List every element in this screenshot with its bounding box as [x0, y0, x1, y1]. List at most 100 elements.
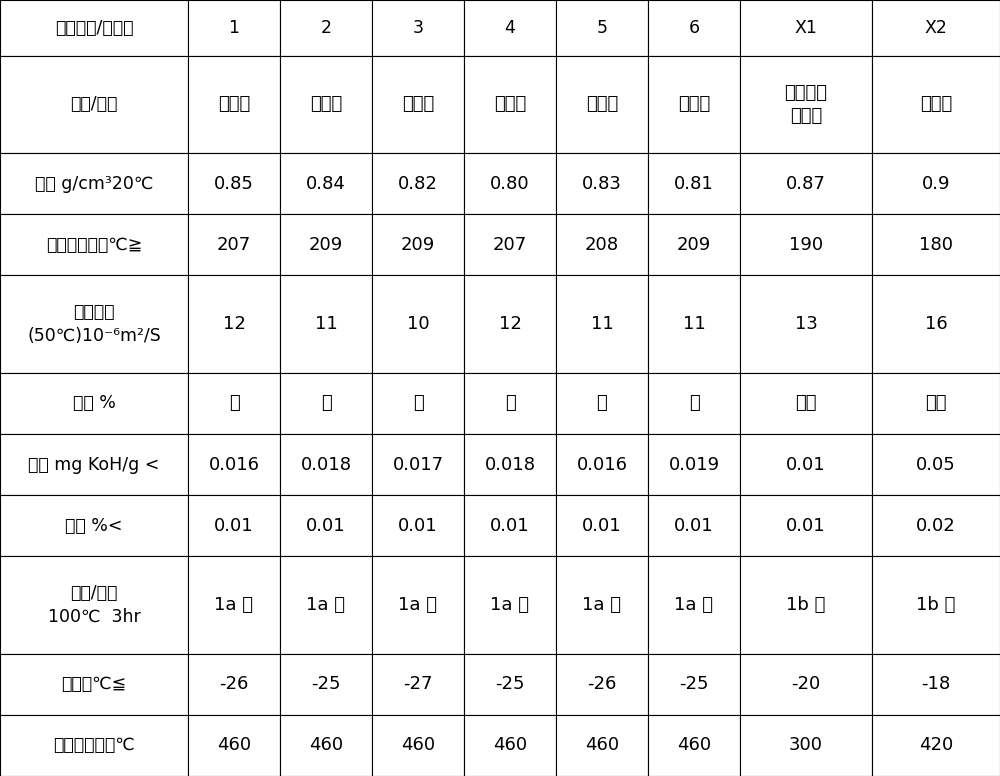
Text: 0.83: 0.83	[582, 175, 622, 192]
Text: -27: -27	[403, 675, 433, 693]
Bar	[556, 0, 648, 56]
Text: 207: 207	[217, 236, 251, 254]
Bar	[280, 214, 372, 275]
Bar	[280, 653, 372, 715]
Text: -20: -20	[791, 675, 821, 693]
Bar	[372, 153, 464, 214]
Bar	[464, 153, 556, 214]
Bar	[280, 372, 372, 434]
Text: 痕迹: 痕迹	[795, 394, 817, 412]
Bar	[740, 434, 872, 495]
Bar	[464, 495, 556, 556]
Text: 闪点（开口）℃≧: 闪点（开口）℃≧	[46, 236, 142, 254]
Text: 淡黄色: 淡黄色	[310, 95, 342, 113]
Bar	[648, 56, 740, 153]
Bar	[648, 372, 740, 434]
Text: 460: 460	[401, 736, 435, 754]
Bar	[0, 715, 188, 776]
Bar	[372, 653, 464, 715]
Text: 酸値 mg KoH/g <: 酸値 mg KoH/g <	[28, 456, 160, 473]
Text: 运动粘度
(50℃)10⁻⁶m²/S: 运动粘度 (50℃)10⁻⁶m²/S	[27, 303, 161, 345]
Bar	[188, 653, 280, 715]
Bar	[372, 434, 464, 495]
Bar	[740, 56, 872, 153]
Bar	[0, 653, 188, 715]
Bar	[648, 153, 740, 214]
Text: 12: 12	[499, 315, 521, 333]
Text: 0.01: 0.01	[582, 517, 622, 535]
Bar	[280, 434, 372, 495]
Text: 0.018: 0.018	[484, 456, 536, 473]
Text: 浅黄色透
明液体: 浅黄色透 明液体	[784, 84, 827, 125]
Bar	[872, 434, 1000, 495]
Text: 0.01: 0.01	[674, 517, 714, 535]
Text: 0.016: 0.016	[208, 456, 260, 473]
Text: -18: -18	[921, 675, 951, 693]
Bar	[556, 434, 648, 495]
Bar	[740, 372, 872, 434]
Text: 0.84: 0.84	[306, 175, 346, 192]
Bar	[280, 495, 372, 556]
Text: 0.01: 0.01	[214, 517, 254, 535]
Bar	[740, 275, 872, 372]
Bar	[740, 653, 872, 715]
Text: 12: 12	[223, 315, 245, 333]
Bar	[0, 495, 188, 556]
Text: 1a 级: 1a 级	[490, 596, 530, 614]
Text: 淡黄色: 淡黄色	[402, 95, 434, 113]
Text: 0.85: 0.85	[214, 175, 254, 192]
Text: 水份 %: 水份 %	[73, 394, 115, 412]
Text: 外观/目测: 外观/目测	[70, 95, 118, 113]
Text: 0.01: 0.01	[490, 517, 530, 535]
Text: 207: 207	[493, 236, 527, 254]
Text: 10: 10	[407, 315, 429, 333]
Bar	[740, 153, 872, 214]
Bar	[464, 56, 556, 153]
Text: 209: 209	[677, 236, 711, 254]
Bar	[872, 653, 1000, 715]
Text: 无: 无	[505, 394, 515, 412]
Bar	[280, 275, 372, 372]
Bar	[0, 214, 188, 275]
Text: 5: 5	[596, 19, 607, 37]
Text: 0.01: 0.01	[786, 456, 826, 473]
Bar	[372, 495, 464, 556]
Text: 淡黄色: 淡黄色	[920, 95, 952, 113]
Bar	[188, 275, 280, 372]
Text: 0.05: 0.05	[916, 456, 956, 473]
Text: 0.9: 0.9	[922, 175, 950, 192]
Text: 1a 级: 1a 级	[398, 596, 438, 614]
Text: 淡黄色: 淡黄色	[494, 95, 526, 113]
Text: 0.81: 0.81	[674, 175, 714, 192]
Text: 最高使用温度℃: 最高使用温度℃	[53, 736, 135, 754]
Bar	[872, 556, 1000, 653]
Text: 300: 300	[789, 736, 823, 754]
Bar	[872, 214, 1000, 275]
Bar	[464, 434, 556, 495]
Bar	[0, 556, 188, 653]
Bar	[188, 556, 280, 653]
Bar	[372, 0, 464, 56]
Text: -26: -26	[587, 675, 617, 693]
Text: 凝固点℃≦: 凝固点℃≦	[61, 675, 127, 693]
Bar	[464, 0, 556, 56]
Text: 0.019: 0.019	[668, 456, 720, 473]
Bar	[280, 0, 372, 56]
Text: 无: 无	[321, 394, 331, 412]
Bar	[872, 56, 1000, 153]
Bar	[740, 495, 872, 556]
Bar	[648, 275, 740, 372]
Text: 1a 级: 1a 级	[306, 596, 346, 614]
Bar	[648, 434, 740, 495]
Text: 460: 460	[493, 736, 527, 754]
Text: 460: 460	[309, 736, 343, 754]
Text: 1b 级: 1b 级	[916, 596, 956, 614]
Bar	[0, 434, 188, 495]
Bar	[464, 715, 556, 776]
Text: 痕迹: 痕迹	[925, 394, 947, 412]
Text: 11: 11	[315, 315, 337, 333]
Bar	[372, 556, 464, 653]
Text: 0.80: 0.80	[490, 175, 530, 192]
Text: 无: 无	[689, 394, 699, 412]
Bar	[188, 434, 280, 495]
